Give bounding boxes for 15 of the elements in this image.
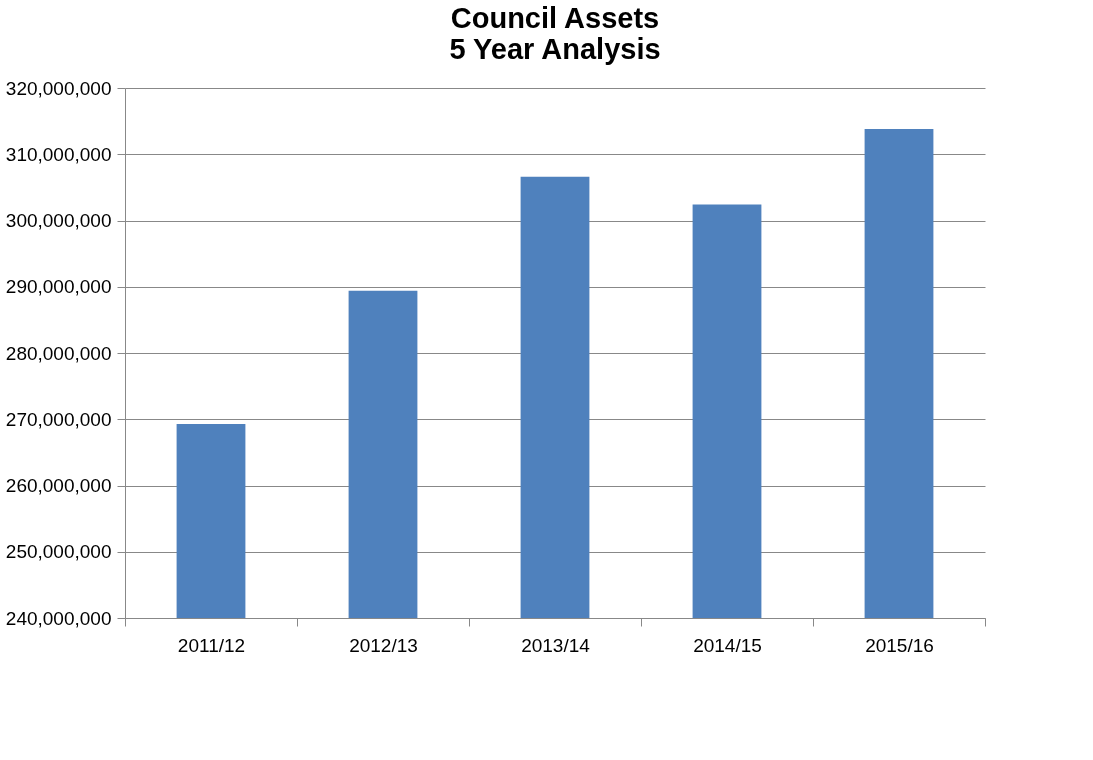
y-tick-label: 320,000,000 — [5, 77, 112, 99]
x-tick-label: 2013/14 — [521, 634, 591, 656]
y-tick-label: 260,000,000 — [5, 475, 112, 496]
y-tick-label: 240,000,000 — [5, 607, 112, 629]
chart-title: Council Assets 5 Year Analysis — [449, 2, 661, 65]
y-tick-label: 300,000,000 — [5, 210, 112, 231]
x-tick-label: 2015/16 — [865, 634, 934, 656]
x-tick-label: 2014/15 — [693, 634, 762, 656]
y-tick-label: 290,000,000 — [5, 276, 112, 298]
y-tick-label: 250,000,000 — [5, 541, 112, 563]
x-tick-label: 2011/12 — [177, 634, 246, 656]
y-tick-label: 270,000,000 — [5, 408, 112, 430]
y-tick-label: 280,000,000 — [5, 342, 112, 364]
x-tick-label: 2012/13 — [349, 634, 418, 656]
y-tick-label: 310,000,000 — [5, 143, 112, 165]
